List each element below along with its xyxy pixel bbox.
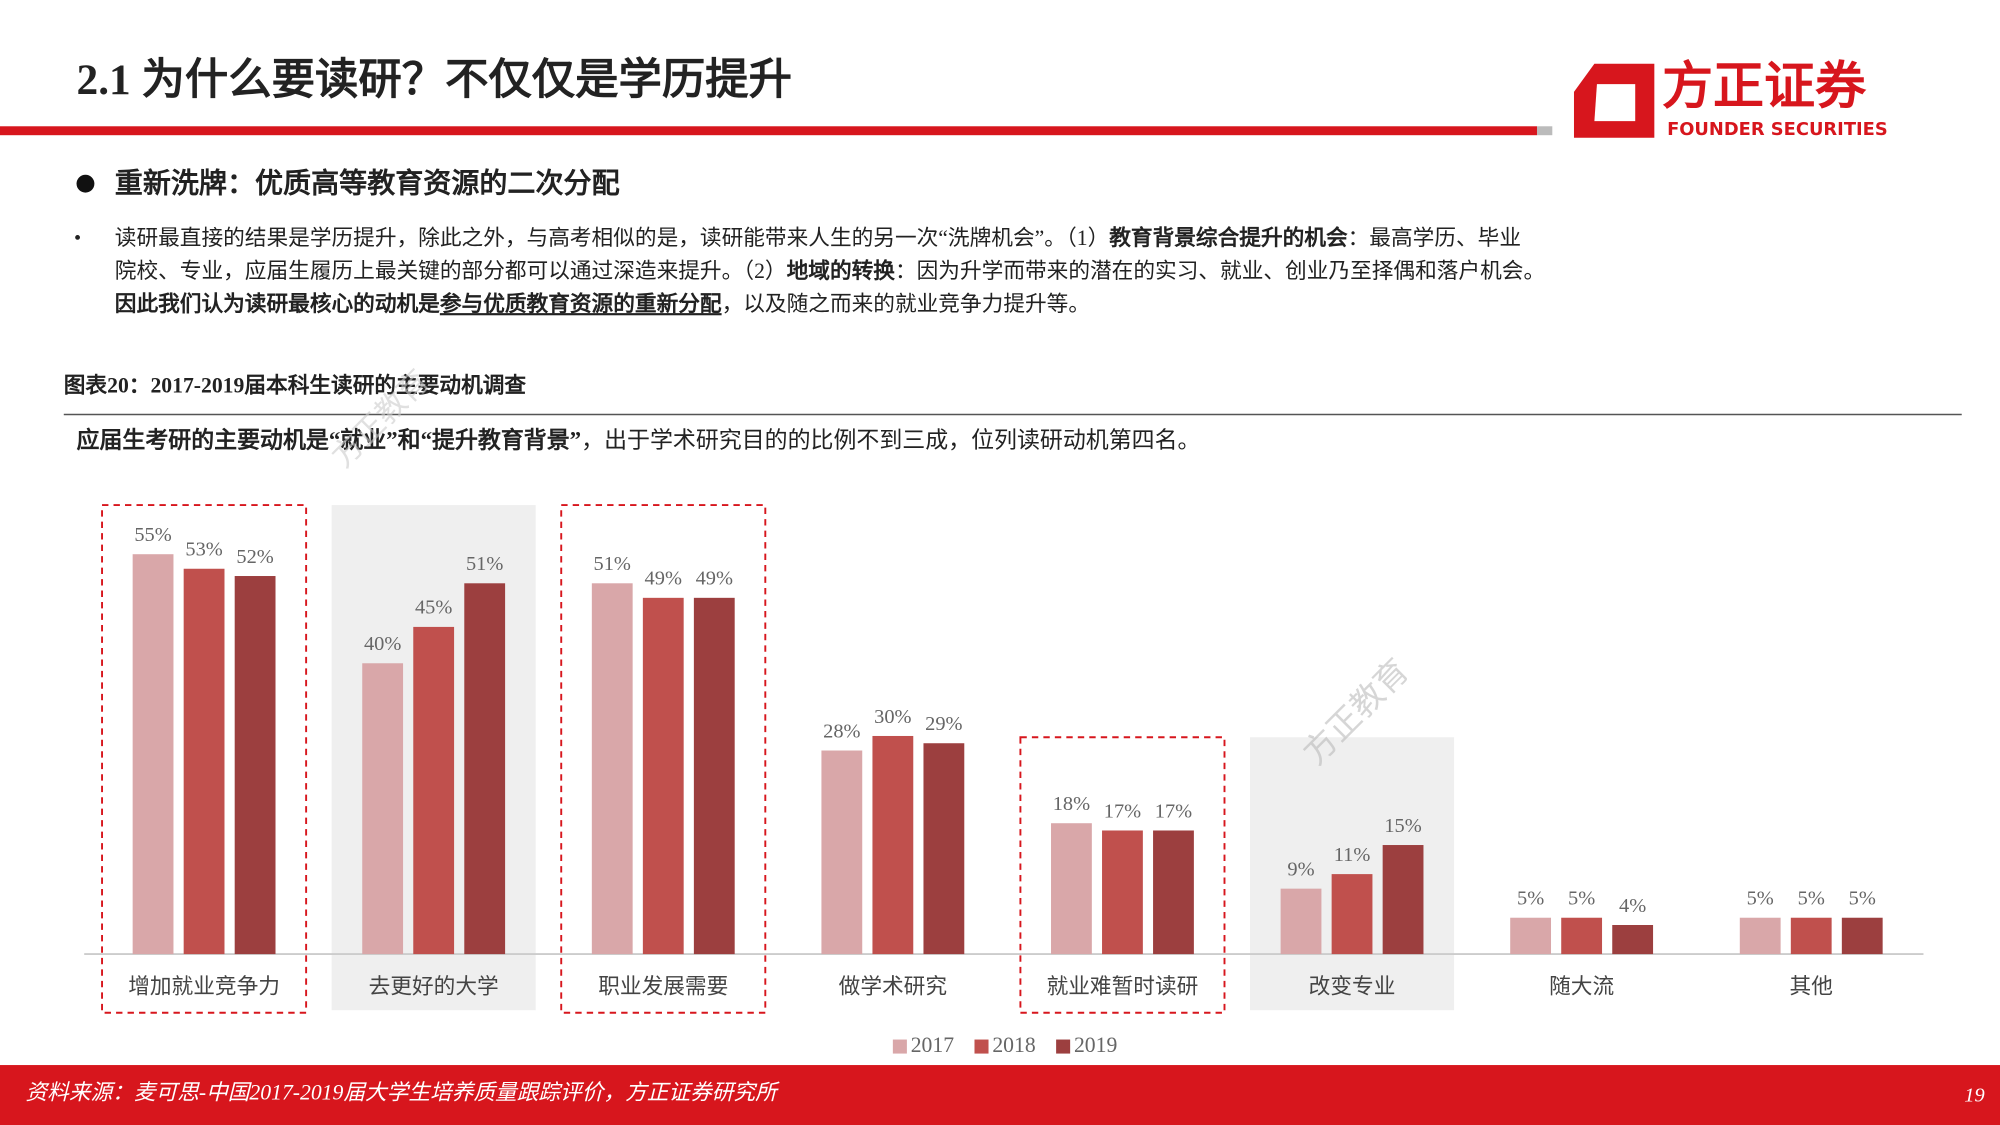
legend-label: 2018 [992, 1033, 1036, 1057]
bar [234, 576, 276, 955]
bar [362, 663, 404, 955]
data-label: 5% [1747, 888, 1774, 910]
bar [1612, 925, 1654, 955]
section-title: 重新洗牌：优质高等教育资源的二次分配 [115, 167, 620, 200]
logo-en: FOUNDER SECURITIES [1667, 119, 1888, 140]
bar [1510, 917, 1552, 955]
data-label: 15% [1384, 815, 1421, 837]
x-tick-label: 增加就业竞争力 [128, 974, 280, 998]
bar [1561, 917, 1603, 955]
data-label: 49% [645, 568, 682, 590]
legend-swatch [892, 1039, 907, 1054]
paragraph-line: 因此我们认为读研最核心的动机是参与优质教育资源的重新分配，以及随之而来的就业竞争… [115, 291, 1090, 316]
x-tick-label: 就业难暂时读研 [1047, 974, 1199, 998]
paragraph-line: 读研最直接的结果是学历提升，除此之外，与高考相似的是，读研能带来人生的另一次“洗… [115, 225, 1521, 250]
legend-label: 2019 [1074, 1033, 1117, 1057]
text: ，出于学术研究目的的比例不到三成，位列读研动机第四名。 [581, 428, 1200, 453]
data-label: 45% [415, 597, 452, 619]
x-tick-label: 去更好的大学 [369, 974, 499, 998]
bar [923, 743, 965, 955]
text: 读研最直接的结果是学历提升，除此之外，与高考相似的是，读研能带来人生的另一次“洗… [115, 226, 1109, 250]
data-label: 5% [1517, 888, 1544, 910]
bar [1102, 830, 1143, 955]
page-number: 19 [1964, 1085, 1984, 1107]
text: 应届生考研的主要动机是“就业”和“提升教育背景” [77, 427, 582, 453]
text: ：最高学历、毕业 [1348, 226, 1521, 250]
footer-band [0, 1065, 2000, 1125]
data-label: 4% [1619, 895, 1646, 917]
bar [464, 583, 506, 955]
text: 院校、专业，应届生履历上最关键的部分都可以通过深造来提升。（2） [115, 259, 787, 283]
data-label: 40% [364, 633, 401, 655]
x-tick-label: 随大流 [1549, 974, 1614, 998]
bar [1331, 874, 1373, 955]
logo-cn: 方正证券 [1662, 57, 1867, 116]
data-label: 17% [1155, 800, 1192, 822]
bar [1153, 830, 1194, 955]
bar [1790, 917, 1832, 955]
figure-title: 图表20：2017-2019届本科生读研的主要动机调查 [64, 373, 527, 398]
bar [591, 583, 633, 955]
data-label: 17% [1104, 800, 1141, 822]
bar [1841, 917, 1883, 955]
figure-subtitle: 应届生考研的主要动机是“就业”和“提升教育背景”，出于学术研究目的的比例不到三成… [77, 427, 1201, 453]
bar [1051, 823, 1092, 955]
legend-label: 2017 [911, 1033, 955, 1057]
data-label: 5% [1568, 888, 1595, 910]
bar [413, 626, 455, 955]
x-tick-label: 职业发展需要 [598, 974, 728, 998]
chart: 55% 40% 51% 28% 18% 9% 5% 5% 53% 45% 49% 30% 17% 11% 5… [84, 504, 1924, 1057]
text: ，以及随之而来的就业竞争力提升等。 [722, 292, 1090, 316]
footer-source: 资料来源：麦可思-中国2017-2019届大学生培养质量跟踪评价，方正证券研究所 [26, 1080, 781, 1104]
data-label: 5% [1798, 888, 1825, 910]
data-label: 28% [823, 720, 860, 742]
paragraph-line: 院校、专业，应届生履历上最关键的部分都可以通过深造来提升。（2）地域的转换：因为… [115, 258, 1545, 283]
bar [821, 750, 863, 955]
bullet [76, 174, 95, 193]
data-label: 30% [874, 706, 911, 728]
x-tick-label: 其他 [1790, 974, 1833, 998]
bar [132, 554, 174, 955]
bar [1382, 845, 1424, 955]
bar [1280, 888, 1322, 955]
slide-title: 2.1 为什么要读研？不仅仅是学历提升 [77, 56, 792, 104]
text: 参与优质教育资源的重新分配 [440, 291, 722, 316]
title-rule-end [1536, 126, 1553, 136]
legend-swatch [1056, 1039, 1071, 1054]
logo: 方正证券 FOUNDER SECURITIES [1573, 57, 1888, 140]
bar [1739, 917, 1781, 955]
bar [183, 568, 225, 955]
legend-swatch [974, 1039, 989, 1054]
bar [872, 735, 914, 955]
data-label: 9% [1287, 858, 1314, 880]
data-label: 51% [466, 553, 503, 575]
bullet: • [74, 227, 81, 249]
x-tick-label: 做学术研究 [839, 974, 947, 998]
data-label: 29% [925, 713, 962, 735]
data-label: 5% [1849, 888, 1876, 910]
data-label: 18% [1053, 793, 1090, 815]
data-label: 53% [185, 539, 222, 561]
data-label: 55% [134, 524, 171, 546]
data-label: 49% [696, 568, 733, 590]
highlight-box [1019, 736, 1226, 1014]
text: ：因为升学而带来的潜在的实习、就业、创业乃至择偶和落户机会。 [895, 259, 1545, 283]
text: 地域的转换 [787, 258, 896, 283]
bar [642, 597, 684, 955]
x-tick-label: 改变专业 [1309, 974, 1396, 998]
data-label: 51% [594, 553, 631, 575]
data-label: 52% [236, 546, 273, 568]
text: 因此我们认为读研最核心的动机是 [115, 291, 440, 316]
title-rule [0, 126, 1537, 136]
text: 教育背景综合提升的机会 [1109, 225, 1348, 250]
bar [693, 597, 735, 955]
data-label: 11% [1334, 844, 1371, 866]
